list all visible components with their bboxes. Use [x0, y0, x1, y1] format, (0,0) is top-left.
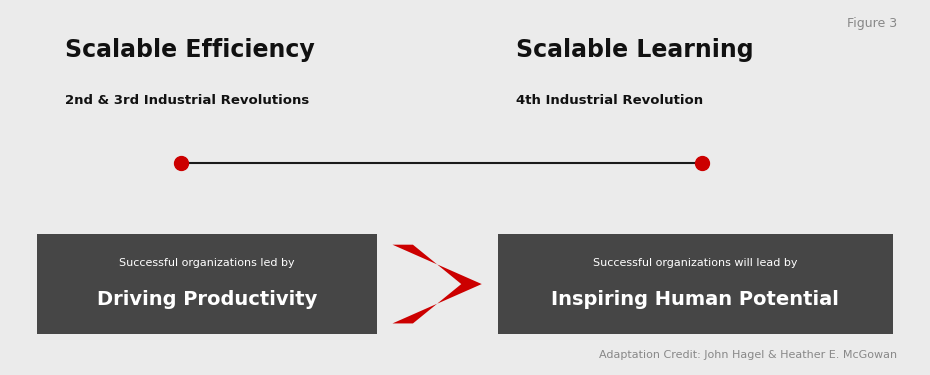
FancyBboxPatch shape: [37, 234, 377, 334]
Text: Successful organizations led by: Successful organizations led by: [119, 258, 295, 268]
Text: Successful organizations will lead by: Successful organizations will lead by: [593, 258, 797, 268]
Text: Scalable Learning: Scalable Learning: [516, 38, 754, 62]
Text: Scalable Efficiency: Scalable Efficiency: [65, 38, 315, 62]
FancyBboxPatch shape: [498, 234, 893, 334]
Text: 2nd & 3rd Industrial Revolutions: 2nd & 3rd Industrial Revolutions: [65, 94, 310, 107]
Text: Adaptation Credit: John Hagel & Heather E. McGowan: Adaptation Credit: John Hagel & Heather …: [599, 350, 897, 360]
Text: Driving Productivity: Driving Productivity: [97, 290, 317, 309]
Text: Inspiring Human Potential: Inspiring Human Potential: [551, 290, 839, 309]
Text: 4th Industrial Revolution: 4th Industrial Revolution: [516, 94, 703, 107]
Point: [695, 160, 710, 166]
Point: [174, 160, 189, 166]
Text: Figure 3: Figure 3: [847, 17, 897, 30]
Polygon shape: [392, 245, 482, 323]
